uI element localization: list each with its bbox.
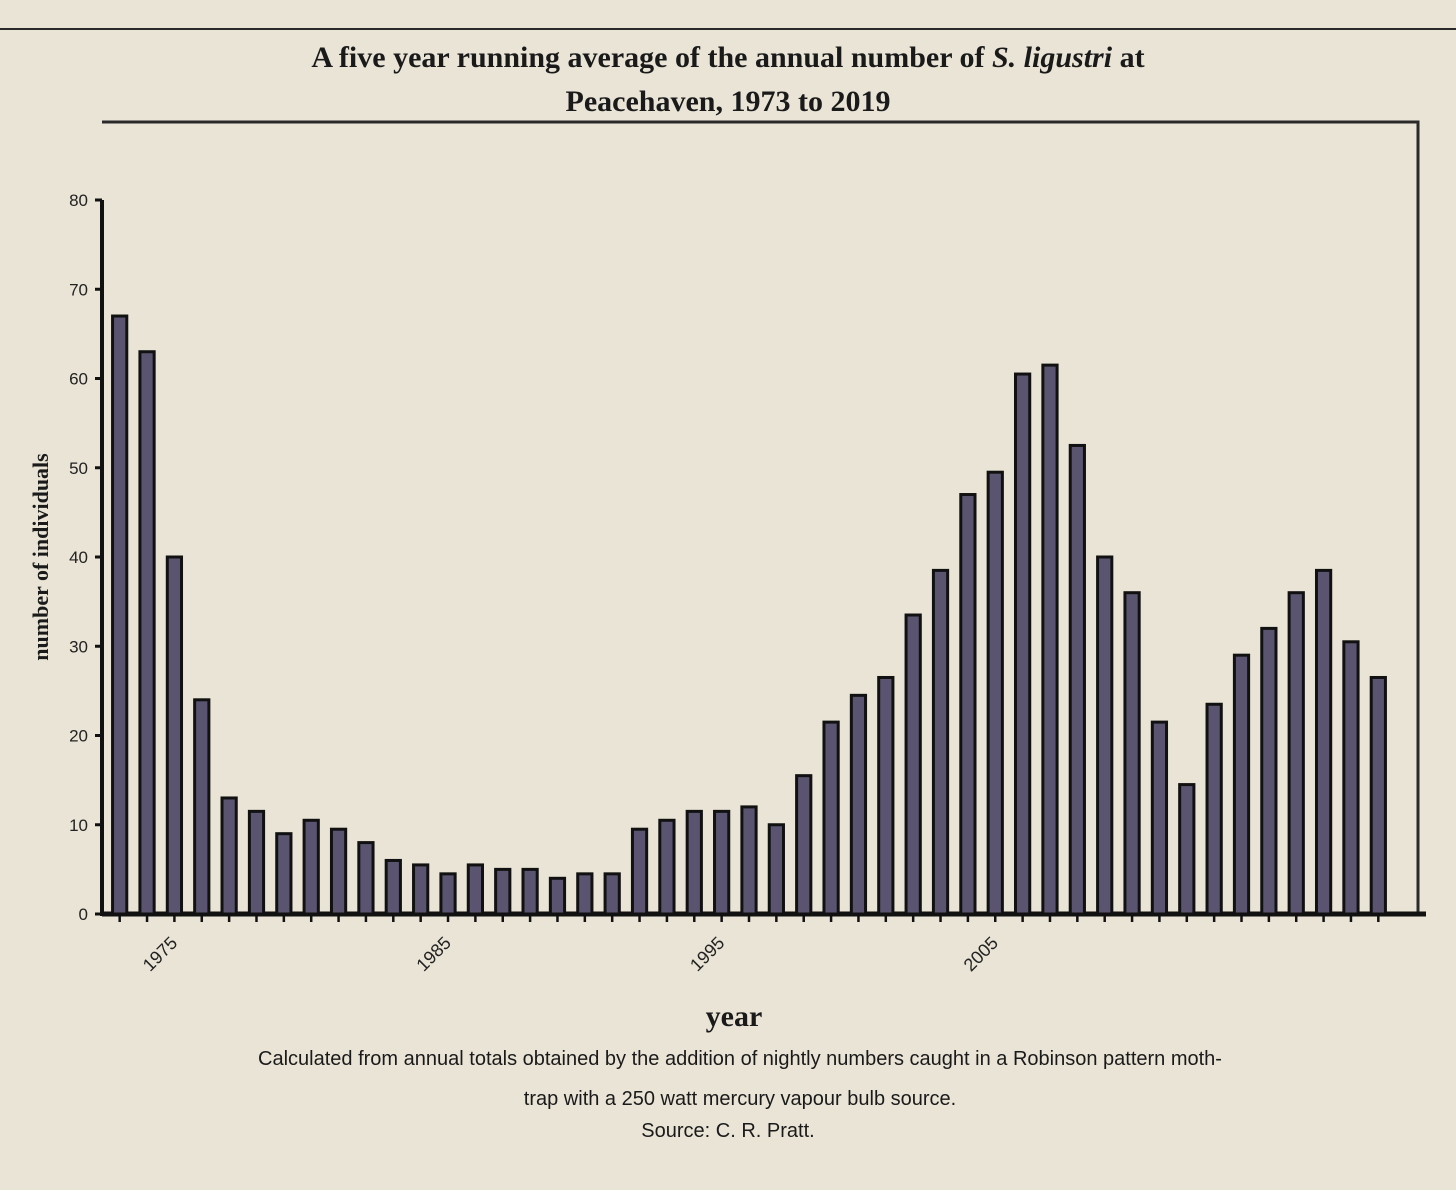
bar: [439, 872, 457, 916]
title-line1-pre: A five year running average of the annua…: [311, 41, 992, 74]
bar: [576, 872, 594, 916]
x-axis-label: year: [706, 1000, 763, 1033]
y-tick-label: 70: [69, 280, 88, 299]
bar: [111, 314, 129, 916]
bar: [1068, 443, 1086, 916]
title-line2: Peacehaven, 1973 to 2019: [565, 85, 891, 118]
bar: [247, 809, 266, 916]
bar: [1260, 626, 1278, 916]
bar: [658, 818, 676, 916]
x-tick-label: 2005: [960, 933, 1002, 975]
y-tick-label: 40: [69, 548, 88, 567]
bar: [275, 832, 293, 916]
bar: [138, 350, 156, 916]
bar: [1205, 702, 1223, 916]
y-tick-label: 60: [69, 370, 88, 389]
bar: [603, 872, 621, 916]
bar: [1041, 363, 1059, 916]
bar: [931, 568, 950, 916]
bar: [1014, 372, 1032, 916]
bar: [1123, 591, 1141, 916]
x-tick-label: 1975: [139, 933, 181, 975]
bar: [494, 867, 512, 916]
top-rule: [0, 28, 1456, 30]
title-line1-post: at: [1112, 41, 1145, 74]
bar: [466, 863, 484, 916]
bar: [959, 493, 977, 916]
y-tick-label: 10: [69, 816, 88, 835]
bar: [1232, 653, 1251, 916]
bar: [822, 720, 840, 916]
y-tick-label: 30: [69, 637, 88, 656]
bar: [165, 555, 184, 916]
bar: [1150, 720, 1169, 916]
y-axis-label: number of individuals: [28, 453, 53, 661]
bar: [193, 698, 211, 916]
bar: [1287, 591, 1305, 916]
x-tick-label: 1995: [686, 933, 728, 975]
bar: [384, 858, 402, 916]
bar: [357, 841, 375, 916]
y-tick-label: 80: [69, 191, 88, 210]
bar: [740, 805, 758, 916]
bar: [986, 470, 1004, 916]
y-tick-label: 0: [79, 905, 88, 924]
source-credit: Source: C. R. Pratt.: [641, 1120, 815, 1142]
bar: [795, 774, 813, 916]
bar: [877, 675, 895, 916]
bar: [1178, 783, 1196, 916]
bar: [329, 827, 348, 916]
bar: [767, 823, 785, 916]
bar: [1096, 555, 1114, 916]
bar: [849, 693, 868, 916]
bar: [713, 809, 731, 916]
plot-frame: [102, 120, 1420, 914]
bar: [1342, 640, 1360, 916]
bar: [685, 809, 703, 916]
caption-line1: Calculated from annual totals obtained b…: [258, 1048, 1222, 1070]
bar: [1369, 675, 1387, 916]
caption-line2: trap with a 250 watt mercury vapour bulb…: [523, 1088, 957, 1110]
y-tick-label: 20: [69, 727, 88, 746]
bar: [1314, 568, 1333, 916]
bar: [302, 818, 320, 916]
bar: [412, 863, 430, 916]
bar: [521, 867, 539, 916]
y-tick-label: 50: [69, 459, 88, 478]
bar: [220, 796, 238, 916]
bar: [630, 827, 649, 916]
bar: [904, 613, 922, 916]
bar: [548, 876, 567, 916]
bar-chart: 0 10 20 30 40 50 60 70 80 number of individuals 19…: [28, 120, 1426, 1033]
title-species: S. ligustri: [992, 41, 1113, 74]
chart-title: A five year running average of the annua…: [0, 36, 1456, 124]
x-tick-label: 1985: [412, 933, 454, 975]
